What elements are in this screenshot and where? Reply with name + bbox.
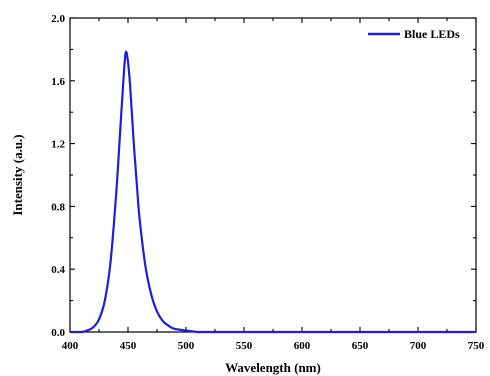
x-tick-label: 450 [120,340,137,352]
x-axis-title: Wavelength (nm) [225,360,321,375]
plot-group: 400 450 500 550 600 650 700 750 0.0 0.4 0.8 1.2 1.6 2… [10,13,485,375]
y-tick-label: 0.0 [51,327,65,339]
legend-label: Blue LEDs [404,27,460,41]
x-tick-label: 550 [236,340,253,352]
y-tick-label: 2.0 [51,13,65,25]
y-tick-label: 0.4 [51,264,65,276]
y-tick-label: 1.2 [51,139,65,151]
y-tick-label: 0.8 [51,201,65,213]
x-tick-label: 500 [178,340,195,352]
y-tick-label: 1.6 [51,76,65,88]
plot-frame [69,17,477,333]
series-line-blue-leds [70,50,476,334]
x-tick-label: 750 [468,340,485,352]
x-tick-label: 700 [410,340,427,352]
x-tick-label: 400 [62,340,79,352]
x-tick-label: 650 [352,340,369,352]
x-tick-label: 600 [294,340,311,352]
y-axis-title: Intensity (a.u.) [10,134,25,215]
